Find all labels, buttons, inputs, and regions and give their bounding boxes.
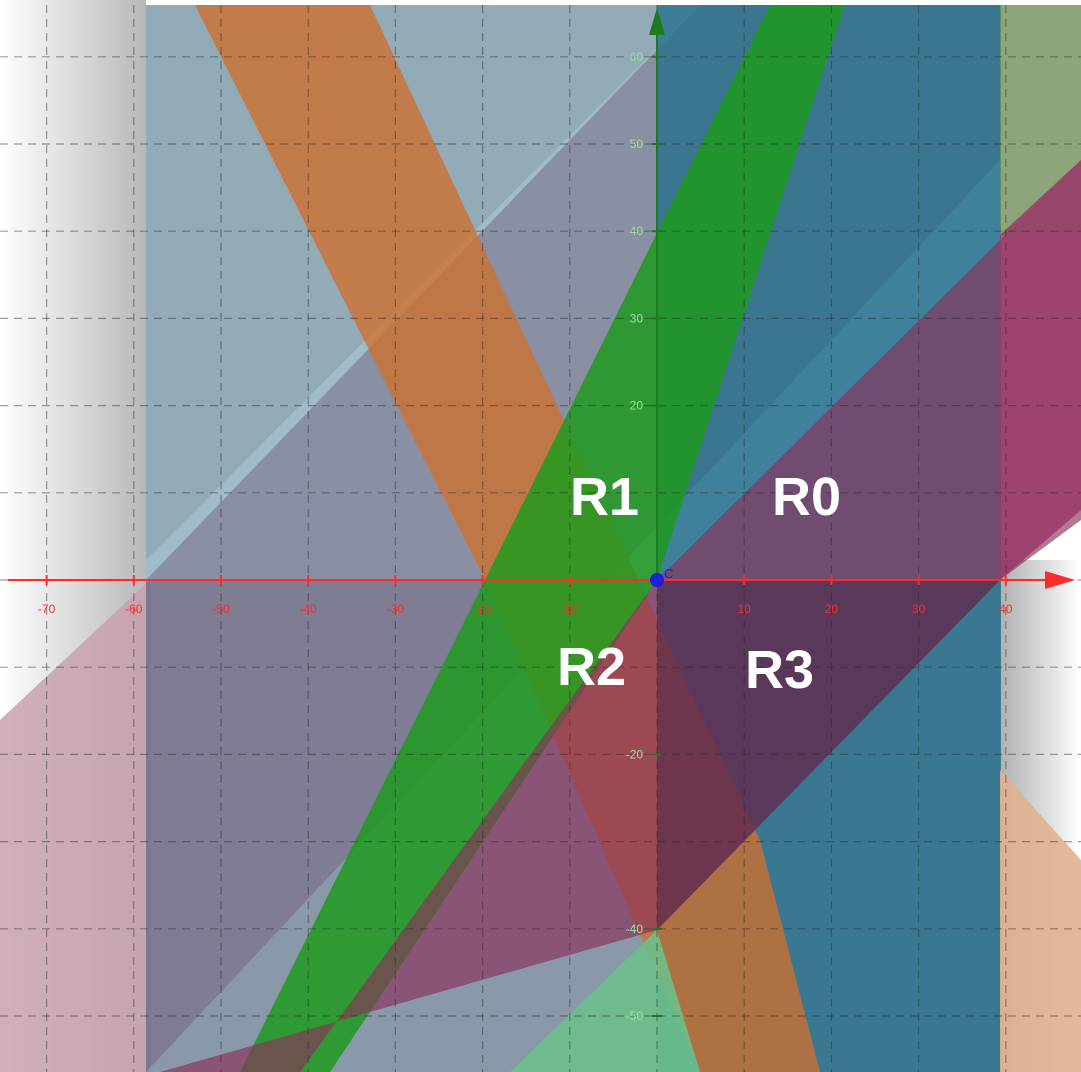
x-tick-label: 20 [825,602,839,616]
y-tick-label: 60 [630,50,644,64]
x-tick-label: -70 [38,602,56,616]
x-axis-arrow-icon [1045,571,1075,589]
pink-region-left [0,580,150,1072]
region-label-r1: R1 [570,467,639,527]
magenta-right [1000,160,1081,580]
x-tick-label: -40 [300,602,318,616]
x-tick-label: -10 [561,602,579,616]
y-tick-label: 50 [630,137,644,151]
x-tick-label: -30 [387,602,405,616]
y-tick-label: -40 [626,922,644,936]
maroon-region [657,580,1000,930]
y-tick-label: 40 [630,224,644,238]
x-tick-label: 30 [912,602,926,616]
origin-point-label: C [664,566,673,581]
y-axis-arrow-icon [649,8,665,35]
x-tick-label: -60 [125,602,143,616]
x-tick-label: 40 [999,602,1013,616]
x-tick-label: -20 [474,602,492,616]
origin-point[interactable] [650,573,664,587]
y-tick-label: -20 [626,747,644,761]
light-green-wedge [510,930,700,1072]
x-tick-label: 10 [738,602,752,616]
y-tick-label: -50 [626,1009,644,1023]
y-axis-ticks: 60 50 40 30 20 -20 -40 -50 [626,50,662,1023]
green-band [240,5,845,1072]
x-tick-label: -50 [212,602,230,616]
region-label-r2: R2 [557,637,626,697]
tan-region [1000,770,1081,1072]
x-axis-ticks: -70 -60 -50 -40 -30 -20 -10 10 20 30 40 [38,575,1013,616]
y-tick-label: 30 [630,311,644,325]
region-label-r0: R0 [772,467,841,527]
region-label-r3: R3 [745,640,814,700]
y-tick-label: 20 [630,399,644,413]
